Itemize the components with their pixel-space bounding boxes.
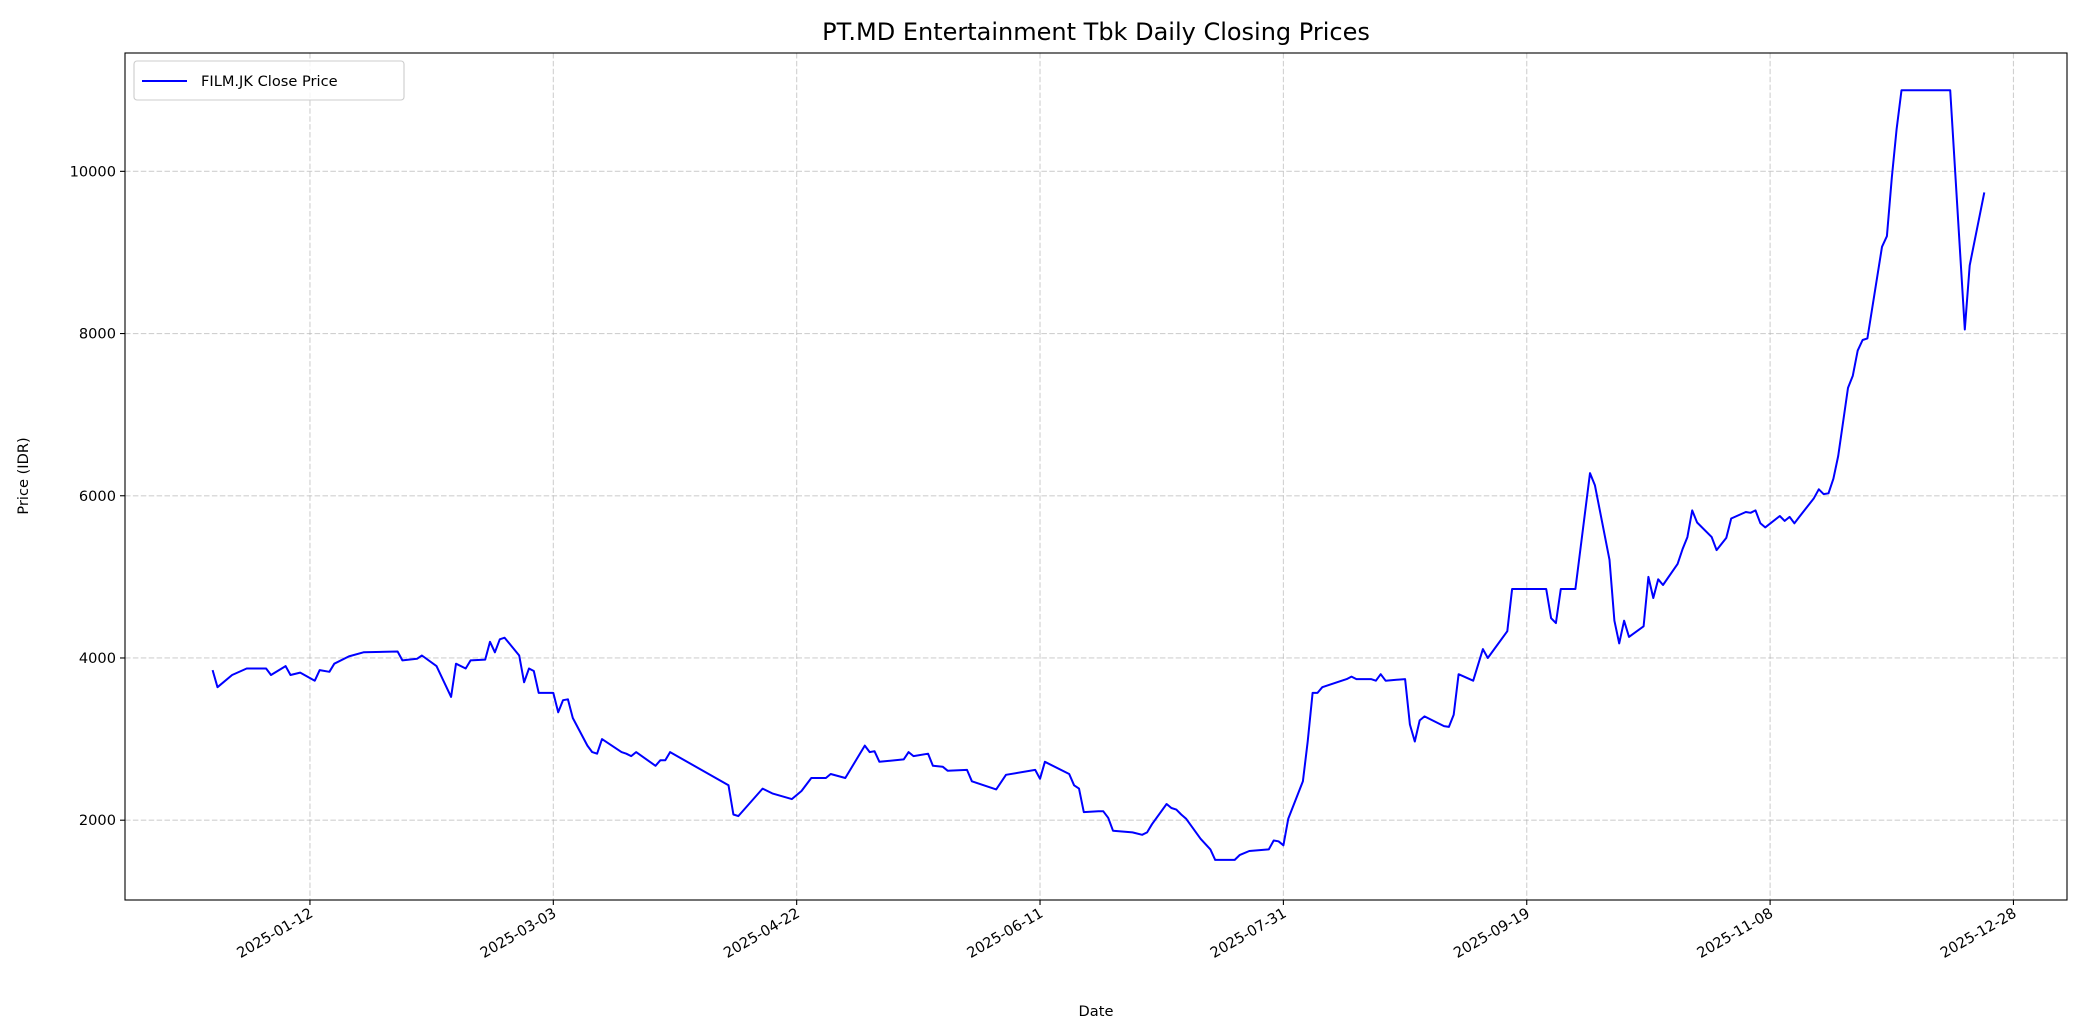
grid xyxy=(125,53,2067,900)
legend-box xyxy=(133,60,405,101)
y-tick-label: 10000 xyxy=(70,163,116,180)
y-axis: 2000 4000 6000 8000 10000 xyxy=(70,163,125,829)
legend-label: FILM.JK Close Price xyxy=(201,73,338,90)
y-tick-label: 4000 xyxy=(79,650,116,667)
y-axis-label: Price (IDR) xyxy=(15,437,32,514)
plot-frame xyxy=(124,52,2068,901)
chart-title: PT.MD Entertainment Tbk Daily Closing Pr… xyxy=(822,18,1370,46)
legend: FILM.JK Close Price xyxy=(133,60,405,101)
x-axis-label: Date xyxy=(1079,1003,1114,1020)
y-tick-label: 6000 xyxy=(79,488,116,505)
series-line-film-jk xyxy=(211,89,1986,861)
y-tick-label: 8000 xyxy=(79,326,116,343)
y-tick-label: 2000 xyxy=(79,812,116,829)
series-layer xyxy=(211,89,1986,861)
